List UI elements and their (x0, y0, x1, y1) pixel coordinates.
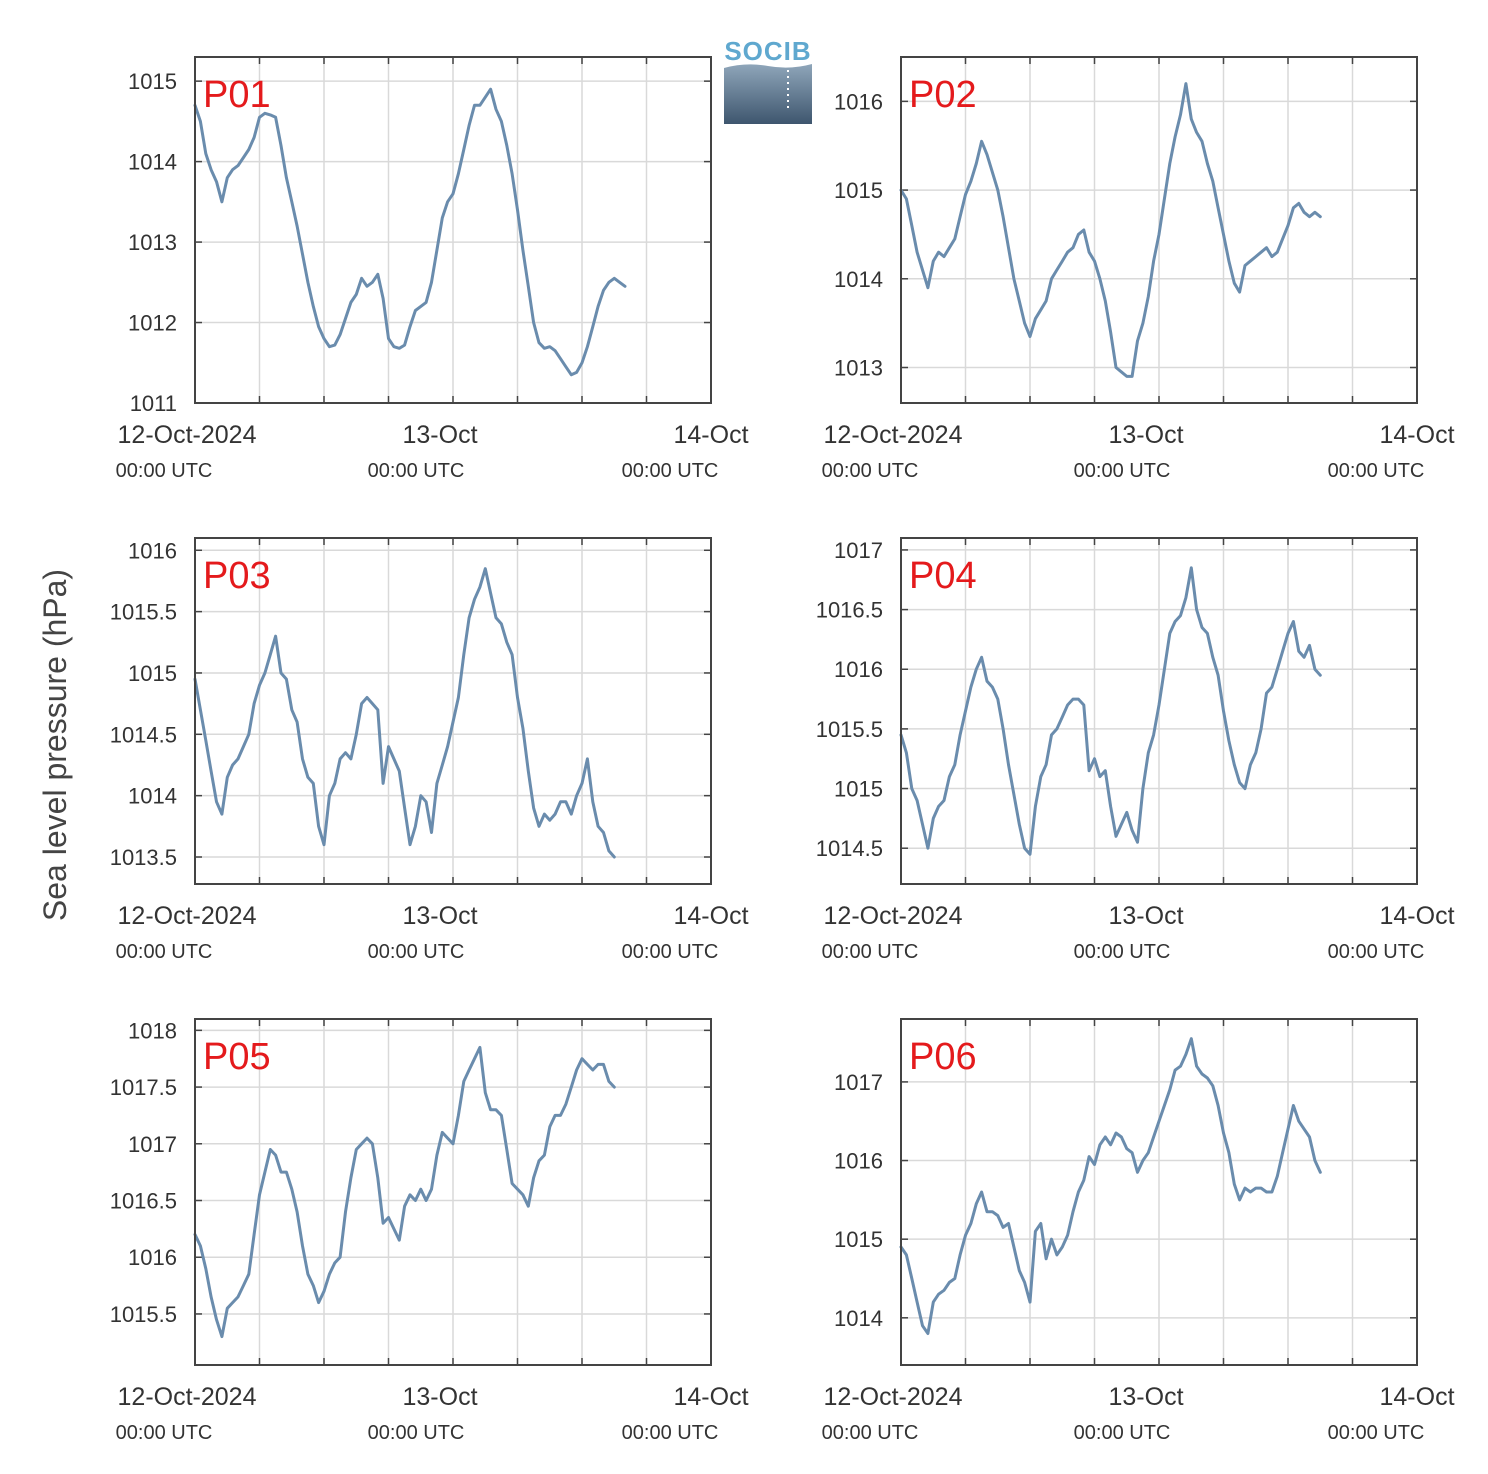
x-tick-label-date: 14-Oct (1379, 1383, 1454, 1411)
x-tick-label-date: 14-Oct (1379, 421, 1454, 449)
panel-label: P06 (909, 1036, 977, 1078)
x-tick-label-time: 00:00 UTC (368, 460, 465, 482)
y-tick-label: 1014 (128, 784, 177, 809)
y-tick-label: 1014.5 (110, 722, 177, 747)
x-tick-label-date: 13-Oct (402, 902, 477, 930)
x-tick-label-date: 12-Oct-2024 (824, 421, 963, 449)
axes-frame (900, 537, 1418, 885)
x-tick-label-date: 12-Oct-2024 (824, 1383, 963, 1411)
series-line-p01 (193, 87, 627, 377)
y-tick-label: 1016 (128, 538, 177, 563)
y-tick-label: 1015.5 (110, 1302, 177, 1327)
panel-p02: 1013 1014 1015 1016 P02 12-Oct-2024 00:00 UTC 1… (822, 56, 1455, 482)
y-tick-label: 1016 (834, 657, 883, 682)
axes-frame (194, 56, 712, 404)
y-tick-label: 1014 (834, 1306, 883, 1331)
panel-p04: 1014.5 1015 1015.5 1016 1016.5 1017 P04 12-Oct-… (816, 537, 1455, 963)
x-tick-label-date: 12-Oct-2024 (824, 902, 963, 930)
x-tick-label-date: 14-Oct (673, 902, 748, 930)
y-tick-label: 1016.5 (816, 598, 883, 623)
series-line-p05 (193, 1045, 616, 1339)
x-tick-label-date: 13-Oct (1108, 902, 1183, 930)
axes-frame (900, 1018, 1418, 1366)
panel-label: P04 (909, 555, 977, 597)
x-tick-label-time: 00:00 UTC (1074, 460, 1171, 482)
y-tick-label: 1015 (834, 777, 883, 802)
x-tick-label-date: 14-Oct (673, 1383, 748, 1411)
y-tick-label: 1017 (834, 538, 883, 563)
x-tick-label-time: 00:00 UTC (1328, 1422, 1425, 1444)
y-tick-label: 1012 (128, 311, 177, 336)
y-tick-label: 1017 (834, 1070, 883, 1095)
x-tick-label-time: 00:00 UTC (1074, 941, 1171, 963)
x-tick-label-time: 00:00 UTC (368, 941, 465, 963)
x-tick-label-time: 00:00 UTC (622, 1422, 719, 1444)
y-tick-label: 1015.5 (816, 717, 883, 742)
figure-ylabel: Sea level pressure (hPa) (37, 569, 73, 921)
x-tick-label-date: 13-Oct (1108, 421, 1183, 449)
y-tick-label: 1016.5 (110, 1189, 177, 1214)
series-line-p06 (899, 1037, 1322, 1335)
x-tick-label-date: 14-Oct (1379, 902, 1454, 930)
panel-p03: 1013.5 1014 1014.5 1015 1015.5 1016 P03 12-Oct-… (110, 537, 749, 963)
logo-wave-block (724, 64, 812, 124)
x-tick-label-time: 00:00 UTC (116, 460, 213, 482)
panel-label: P05 (203, 1036, 271, 1078)
panel-p05: 1015.5 1016 1016.5 1017 1017.5 1018 P05 12-Oct-… (110, 1018, 749, 1444)
y-tick-label: 1017 (128, 1132, 177, 1157)
x-tick-label-time: 00:00 UTC (368, 1422, 465, 1444)
y-tick-label: 1016 (834, 89, 883, 114)
x-tick-label-time: 00:00 UTC (116, 1422, 213, 1444)
axes-frame (900, 56, 1418, 404)
x-tick-label-time: 00:00 UTC (622, 941, 719, 963)
panels: 1011 1012 1013 1014 1015 P01 12-Oct-2024 00:00 … (110, 56, 1455, 1444)
axes-frame (194, 537, 712, 885)
x-tick-label-time: 00:00 UTC (822, 460, 919, 482)
x-tick-label-date: 12-Oct-2024 (118, 421, 257, 449)
x-tick-label-date: 13-Oct (402, 1383, 477, 1411)
y-tick-label: 1017.5 (110, 1075, 177, 1100)
panel-p06: 1014 1015 1016 1017 P06 12-Oct-2024 00:00 UTC 1… (822, 1018, 1455, 1444)
y-tick-label: 1013 (834, 356, 883, 381)
x-tick-label-time: 00:00 UTC (1328, 460, 1425, 482)
x-tick-label-date: 14-Oct (673, 421, 748, 449)
socib-logo: SOCIB (724, 36, 812, 124)
y-tick-label: 1015.5 (110, 600, 177, 625)
x-tick-label-date: 13-Oct (402, 421, 477, 449)
logo-text: SOCIB (724, 36, 811, 66)
panel-label: P02 (909, 74, 977, 116)
y-tick-label: 1016 (128, 1245, 177, 1270)
x-tick-label-time: 00:00 UTC (822, 1422, 919, 1444)
y-tick-label: 1011 (130, 391, 177, 416)
y-tick-label: 1014 (128, 150, 177, 175)
x-tick-label-time: 00:00 UTC (822, 941, 919, 963)
y-tick-label: 1015 (128, 661, 177, 686)
x-tick-label-date: 12-Oct-2024 (118, 902, 257, 930)
x-tick-label-time: 00:00 UTC (622, 460, 719, 482)
panel-label: P03 (203, 555, 271, 597)
x-tick-label-time: 00:00 UTC (116, 941, 213, 963)
y-tick-label: 1015 (834, 1227, 883, 1252)
x-tick-label-time: 00:00 UTC (1328, 941, 1425, 963)
y-tick-label: 1013.5 (110, 845, 177, 870)
x-tick-label-date: 13-Oct (1108, 1383, 1183, 1411)
y-tick-label: 1015 (128, 69, 177, 94)
panel-p01: 1011 1012 1013 1014 1015 P01 12-Oct-2024 00:00 … (116, 56, 749, 482)
y-tick-label: 1014.5 (816, 836, 883, 861)
y-tick-label: 1016 (834, 1149, 883, 1174)
y-tick-label: 1015 (834, 178, 883, 203)
y-tick-label: 1014 (834, 267, 883, 292)
x-tick-label-date: 12-Oct-2024 (118, 1383, 257, 1411)
panel-label: P01 (203, 74, 271, 116)
y-tick-label: 1018 (128, 1018, 177, 1043)
series-line-p02 (899, 82, 1322, 378)
axes-frame (194, 1018, 712, 1366)
y-tick-label: 1013 (128, 230, 177, 255)
x-tick-label-time: 00:00 UTC (1074, 1422, 1171, 1444)
series-line-p04 (899, 566, 1322, 856)
series-line-p03 (193, 567, 616, 859)
